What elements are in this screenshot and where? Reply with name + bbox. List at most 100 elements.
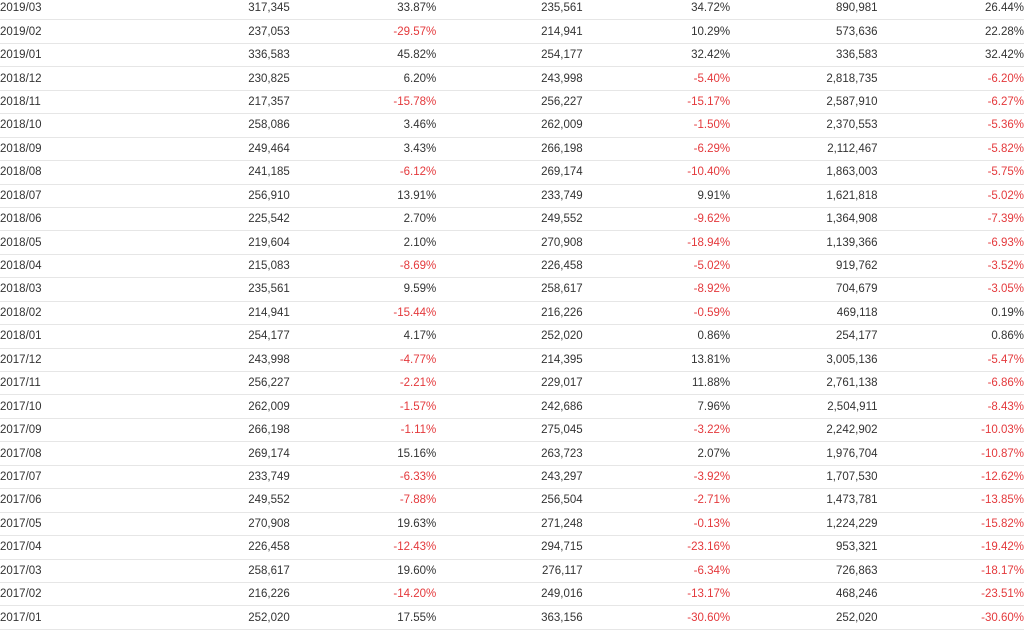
month-cell: 2018/10 (0, 113, 111, 138)
monthly-change-cell: 3.46% (289, 113, 437, 138)
month-cell: 2017/10 (0, 394, 111, 419)
year-over-year-change-cell: -5.02% (582, 254, 731, 279)
monthly-value-cell: 258,086 (110, 113, 290, 138)
year-over-year-change-cell: 7.96% (582, 394, 731, 419)
year-ago-value-cell: 249,016 (436, 582, 583, 607)
monthly-value-cell: 336,583 (110, 43, 290, 68)
monthly-value-cell: 269,174 (110, 441, 290, 466)
year-over-year-change-cell: -10.40% (582, 160, 731, 185)
cumulative-change-cell: -13.85% (877, 488, 1024, 513)
monthly-change-cell: 2.70% (289, 207, 437, 232)
monthly-change-cell: -14.20% (289, 582, 437, 607)
cumulative-change-cell: -5.75% (877, 160, 1024, 185)
year-ago-value-cell: 266,198 (436, 137, 583, 162)
cumulative-change-cell: -10.87% (877, 441, 1024, 466)
table-row: 2017/06 249,552 -7.88% 256,504 -2.71% 1,473,7… (0, 488, 1024, 513)
table-row: 2018/07 256,910 13.91% 233,749 9.91% 1,621,81… (0, 184, 1024, 208)
month-cell: 2017/05 (0, 512, 111, 537)
month-cell: 2017/08 (0, 441, 111, 466)
cumulative-change-cell: -6.93% (877, 230, 1024, 255)
cumulative-change-cell: 32.42% (877, 43, 1024, 68)
cumulative-value-cell: 1,621,818 (730, 184, 878, 208)
monthly-value-cell: 219,604 (110, 230, 290, 255)
table-row: 2018/09 249,464 3.43% 266,198 -6.29% 2,112,46… (0, 137, 1024, 162)
table-row: 2017/09 266,198 -1.11% 275,045 -3.22% 2,242,9… (0, 418, 1024, 443)
cumulative-value-cell: 573,636 (730, 19, 878, 44)
cumulative-value-cell: 1,364,908 (730, 207, 878, 232)
month-cell: 2018/09 (0, 137, 111, 162)
cumulative-change-cell: -18.17% (877, 559, 1024, 583)
cumulative-change-cell: -6.27% (877, 90, 1024, 115)
cumulative-change-cell: 0.19% (877, 301, 1024, 326)
year-ago-value-cell: 249,552 (436, 207, 583, 232)
year-over-year-change-cell: 13.81% (582, 348, 731, 373)
monthly-value-cell: 249,552 (110, 488, 290, 513)
cumulative-value-cell: 336,583 (730, 43, 878, 68)
monthly-value-cell: 258,617 (110, 559, 290, 583)
monthly-value-cell: 254,177 (110, 324, 290, 349)
year-ago-value-cell: 258,617 (436, 277, 583, 302)
monthly-value-cell: 317,345 (110, 0, 290, 21)
year-ago-value-cell: 252,020 (436, 324, 583, 349)
cumulative-change-cell: -15.82% (877, 512, 1024, 537)
monthly-value-cell: 237,053 (110, 19, 290, 44)
monthly-value-cell: 225,542 (110, 207, 290, 232)
monthly-change-cell: 15.16% (289, 441, 437, 466)
month-cell: 2017/09 (0, 418, 111, 443)
year-over-year-change-cell: -23.16% (582, 535, 731, 560)
monthly-change-cell: -29.57% (289, 19, 437, 44)
month-cell: 2017/06 (0, 488, 111, 513)
cumulative-change-cell: -6.20% (877, 66, 1024, 91)
table-row: 2017/07 233,749 -6.33% 243,297 -3.92% 1,707,5… (0, 465, 1024, 490)
table-row: 2017/05 270,908 19.63% 271,248 -0.13% 1,224,2… (0, 512, 1024, 537)
cumulative-change-cell: -6.86% (877, 371, 1024, 396)
year-over-year-change-cell: -6.34% (582, 559, 731, 583)
cumulative-value-cell: 2,818,735 (730, 66, 878, 91)
cumulative-value-cell: 1,976,704 (730, 441, 878, 466)
table-row: 2017/12 243,998 -4.77% 214,395 13.81% 3,005,1… (0, 348, 1024, 373)
table-row: 2017/01 252,020 17.55% 363,156 -30.60% 252,02… (0, 605, 1024, 630)
cumulative-change-cell: -12.62% (877, 465, 1024, 490)
year-ago-value-cell: 256,504 (436, 488, 583, 513)
year-ago-value-cell: 216,226 (436, 301, 583, 326)
monthly-change-cell: 19.60% (289, 559, 437, 583)
year-ago-value-cell: 262,009 (436, 113, 583, 138)
month-cell: 2017/02 (0, 582, 111, 607)
year-over-year-change-cell: -6.29% (582, 137, 731, 162)
cumulative-value-cell: 469,118 (730, 301, 878, 326)
monthly-value-cell: 214,941 (110, 301, 290, 326)
table-row: 2019/01 336,583 45.82% 254,177 32.42% 336,583… (0, 43, 1024, 68)
year-ago-value-cell: 233,749 (436, 184, 583, 208)
cumulative-value-cell: 890,981 (730, 0, 878, 21)
cumulative-change-cell: -10.03% (877, 418, 1024, 443)
cumulative-change-cell: -30.60% (877, 605, 1024, 630)
monthly-value-cell: 262,009 (110, 394, 290, 419)
year-ago-value-cell: 269,174 (436, 160, 583, 185)
cumulative-value-cell: 1,224,229 (730, 512, 878, 537)
table-row: 2017/04 226,458 -12.43% 294,715 -23.16% 953,3… (0, 535, 1024, 560)
month-cell: 2018/02 (0, 301, 111, 326)
year-ago-value-cell: 276,117 (436, 559, 583, 583)
month-cell: 2018/06 (0, 207, 111, 232)
monthly-value-cell: 256,910 (110, 184, 290, 208)
year-over-year-change-cell: -3.92% (582, 465, 731, 490)
table-row: 2018/01 254,177 4.17% 252,020 0.86% 254,177 0.… (0, 324, 1024, 349)
monthly-change-cell: -15.44% (289, 301, 437, 326)
month-cell: 2018/11 (0, 90, 111, 115)
cumulative-change-cell: -8.43% (877, 394, 1024, 419)
month-cell: 2018/04 (0, 254, 111, 279)
year-ago-value-cell: 363,156 (436, 605, 583, 630)
monthly-value-cell: 249,464 (110, 137, 290, 162)
monthly-change-cell: 17.55% (289, 605, 437, 630)
month-cell: 2017/07 (0, 465, 111, 490)
monthly-change-cell: -1.57% (289, 394, 437, 419)
cumulative-change-cell: -19.42% (877, 535, 1024, 560)
cumulative-value-cell: 704,679 (730, 277, 878, 302)
year-ago-value-cell: 270,908 (436, 230, 583, 255)
cumulative-value-cell: 1,473,781 (730, 488, 878, 513)
cumulative-change-cell: 26.44% (877, 0, 1024, 21)
cumulative-change-cell: -3.05% (877, 277, 1024, 302)
table-row: 2018/02 214,941 -15.44% 216,226 -0.59% 469,11… (0, 301, 1024, 326)
monthly-change-cell: 45.82% (289, 43, 437, 68)
cumulative-value-cell: 1,139,366 (730, 230, 878, 255)
